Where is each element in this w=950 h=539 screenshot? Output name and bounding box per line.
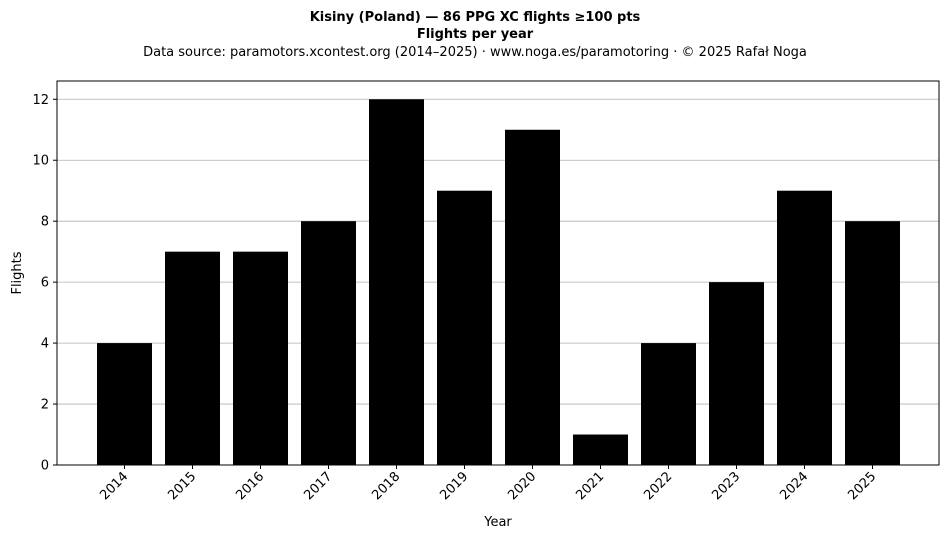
x-tick-label: 2024 [777,469,811,503]
y-tick-label: 0 [41,459,49,474]
bar-2024 [777,190,832,465]
bar-2014 [97,343,152,465]
x-tick-label: 2022 [641,469,675,503]
bar-2020 [505,129,560,465]
x-tick-label: 2014 [97,469,131,503]
x-tick-label: 2019 [437,469,471,503]
bar-2016 [233,251,288,465]
x-axis-ticks: 2014 2015 2016 2017 2018 2019 2020 2021 2022 2023… [97,465,879,503]
y-tick-label: 2 [41,398,49,413]
bar-2015 [165,251,220,465]
bar-2022 [641,343,696,465]
y-axis-ticks: 0 2 4 6 8 10 12 [32,93,57,474]
x-tick-label: 2015 [165,469,199,503]
chart-subtitle: Flights per year [417,27,534,42]
chart-title: Kisiny (Poland) — 86 PPG XC flights ≥100… [310,10,641,25]
bar-2017 [301,221,356,465]
y-tick-label: 10 [32,154,49,169]
x-tick-label: 2020 [505,469,539,503]
bar-2025 [845,221,900,465]
y-tick-label: 4 [41,337,49,352]
bar-2021 [573,434,628,465]
bar-2018 [369,99,424,466]
data-source: Data source: paramotors.xcontest.org (20… [143,45,807,60]
y-tick-label: 8 [41,215,49,230]
x-tick-label: 2021 [573,469,607,503]
y-tick-label: 6 [41,276,49,291]
bars [97,99,900,466]
y-tick-label: 12 [32,93,49,108]
plot-frame [56,80,940,466]
x-tick-label: 2017 [301,469,335,503]
bar-2019 [437,190,492,465]
x-tick-label: 2016 [233,469,267,503]
y-axis-label: Flights [10,251,25,294]
x-axis-label: Year [483,515,512,530]
bar-2023 [709,282,764,465]
x-tick-label: 2023 [709,469,743,503]
x-tick-label: 2025 [845,469,879,503]
x-tick-label: 2018 [369,469,403,503]
